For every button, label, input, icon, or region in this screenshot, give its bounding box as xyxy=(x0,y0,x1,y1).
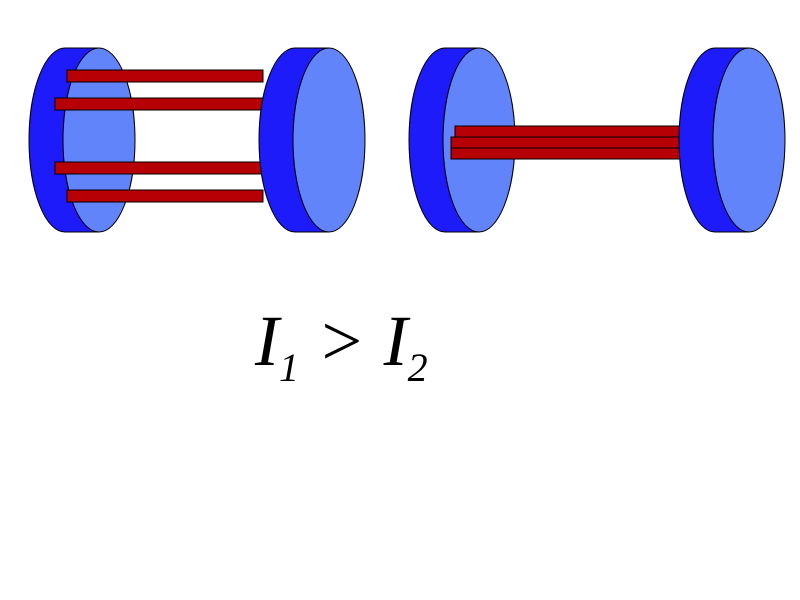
symbol-I: I xyxy=(255,301,279,381)
moment-diagram-2 xyxy=(395,30,795,265)
symbol-gt: > xyxy=(299,301,384,381)
subscript-1: 1 xyxy=(279,345,299,390)
moment-diagram-1 xyxy=(15,30,375,265)
symbol-I2: I xyxy=(384,301,408,381)
inequality-formula: I1 > I2 xyxy=(255,300,428,383)
subscript-2: 2 xyxy=(408,345,428,390)
